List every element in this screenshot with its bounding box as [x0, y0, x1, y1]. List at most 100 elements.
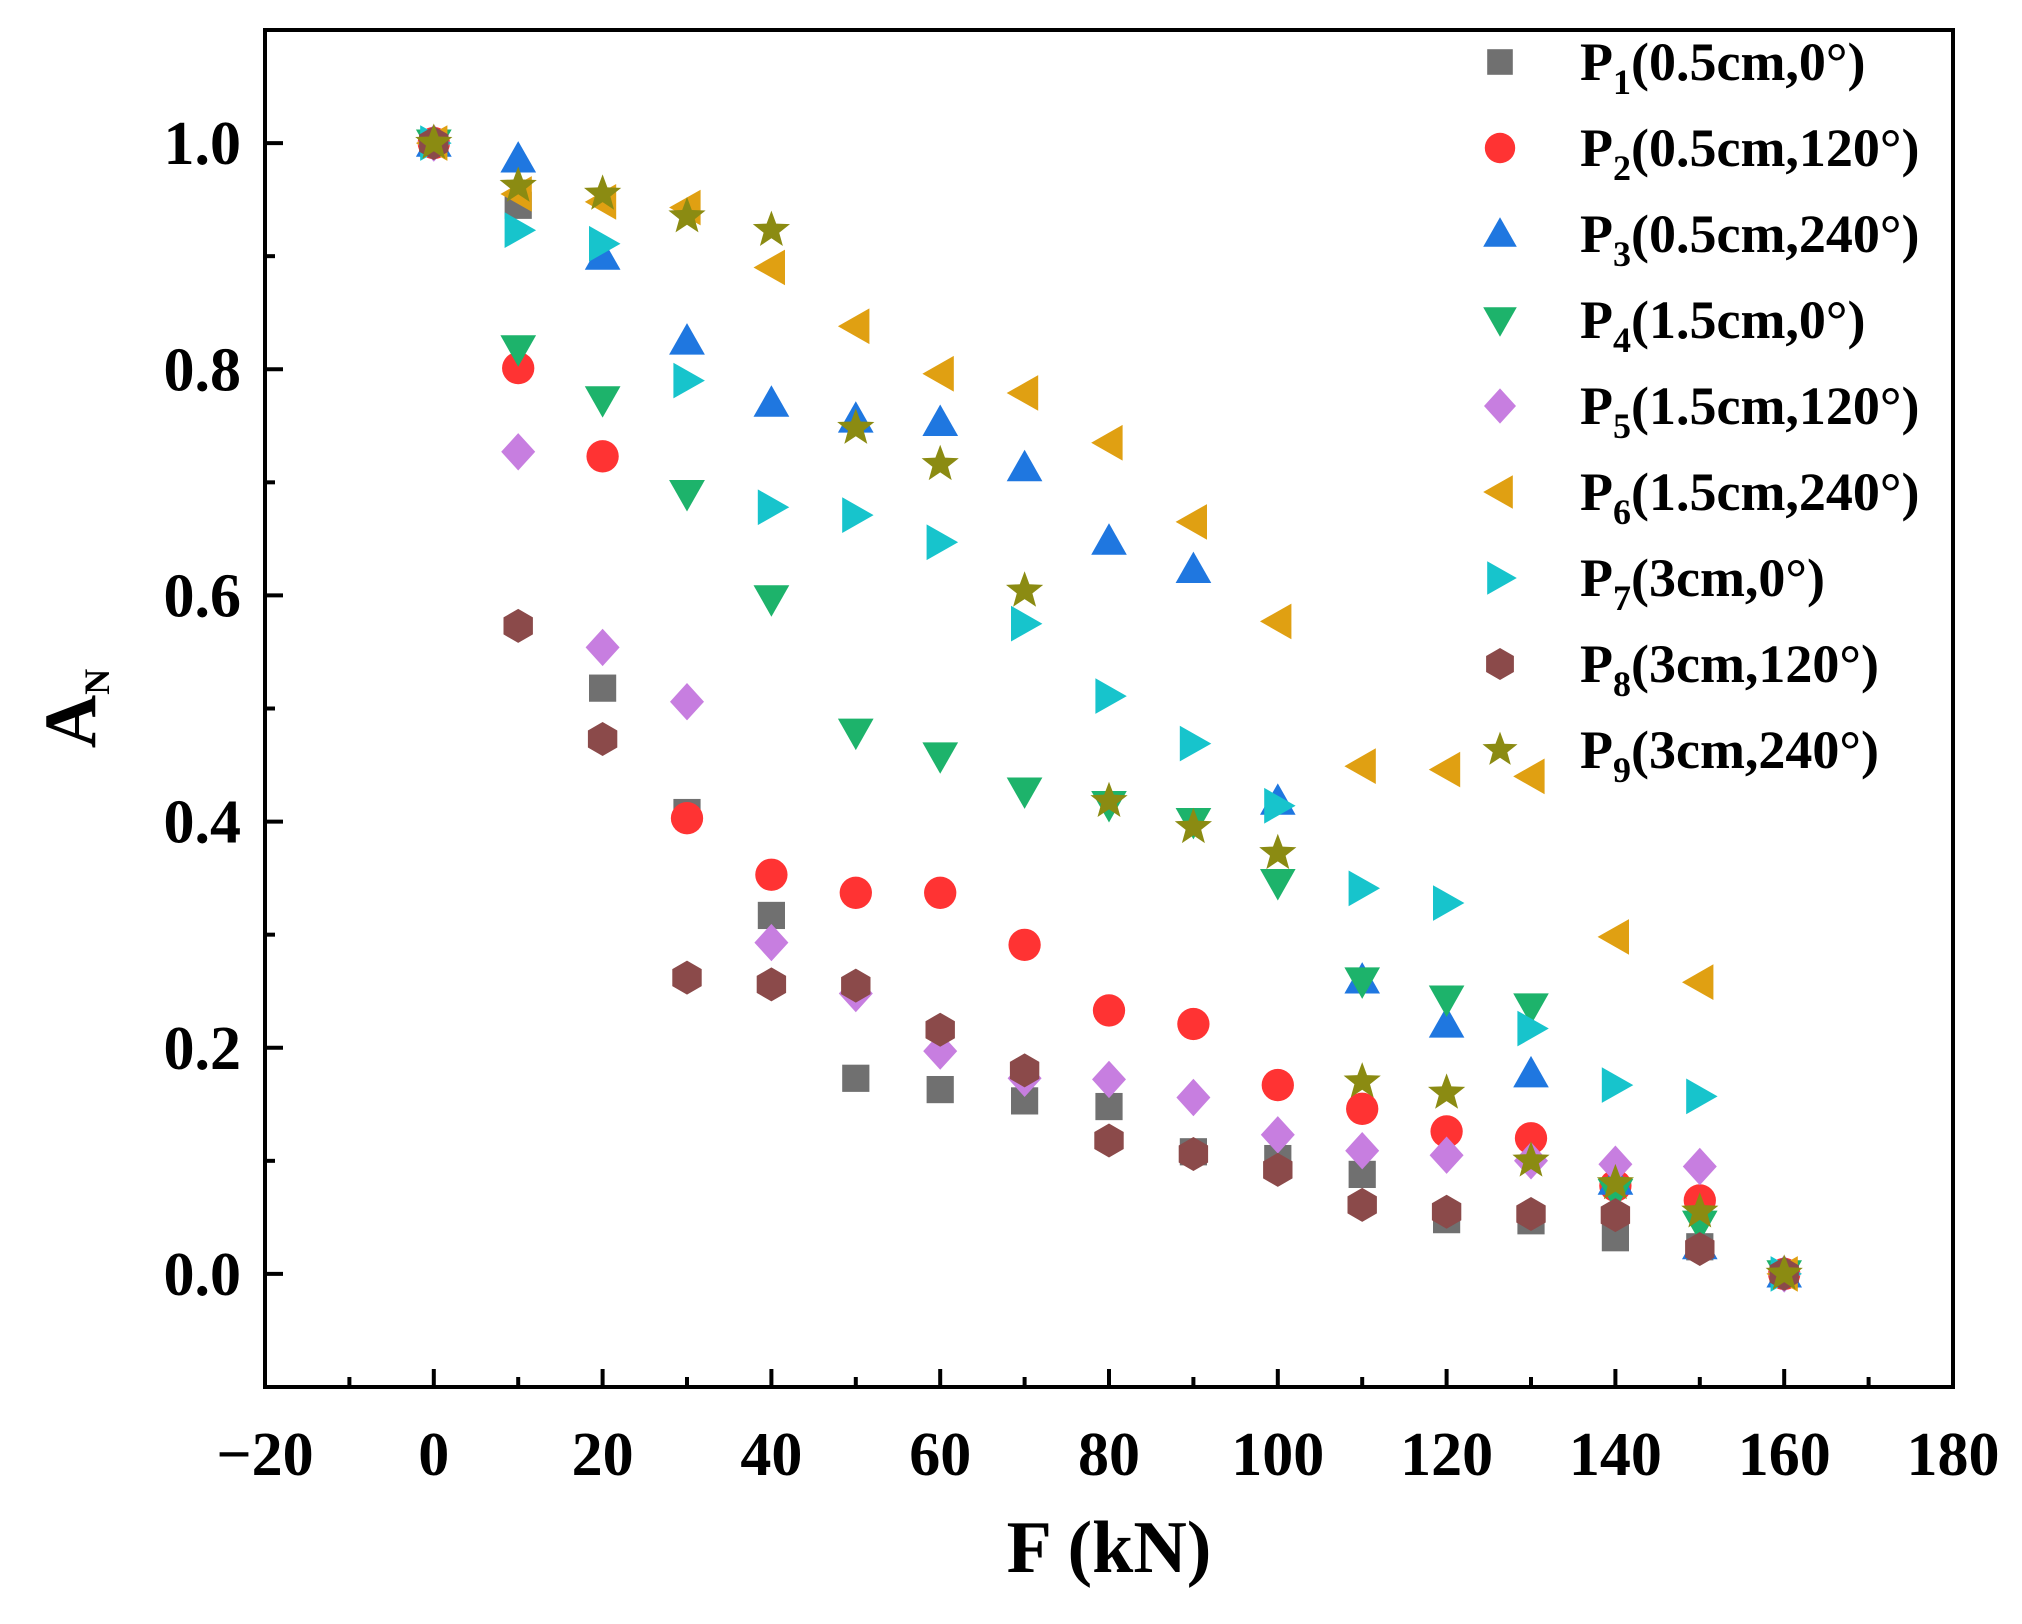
x-tick-label: 60 — [909, 1421, 971, 1489]
data-point — [841, 968, 871, 1003]
legend-label-sub: 1 — [1613, 62, 1631, 102]
data-point — [921, 444, 959, 481]
data-point — [1431, 1194, 1462, 1229]
legend-item: P2(0.5cm,120°) — [1484, 118, 1920, 188]
legend-label: P1(0.5cm,0°) — [1580, 32, 1866, 102]
data-point — [1179, 725, 1212, 762]
data-point — [668, 197, 706, 233]
data-point — [1601, 1067, 1634, 1103]
legend-label-main: P — [1580, 204, 1613, 264]
legend-label-main: P — [1580, 290, 1613, 350]
data-point — [1685, 1232, 1715, 1266]
data-point — [1514, 1122, 1548, 1155]
legend-label-main: P — [1580, 462, 1613, 522]
legend-item: P8(3cm,120°) — [1486, 634, 1879, 704]
data-point — [586, 440, 619, 473]
data-point — [504, 212, 537, 248]
data-point — [1008, 928, 1041, 961]
legend-label-rest: (1.5cm,0°) — [1631, 290, 1866, 350]
data-point — [926, 524, 959, 561]
legend-label-rest: (0.5cm,240°) — [1631, 204, 1920, 264]
legend-item: P3(0.5cm,240°) — [1483, 204, 1920, 274]
data-point — [1686, 1078, 1718, 1115]
legend-label-main: P — [1580, 548, 1613, 608]
data-point — [925, 1012, 955, 1047]
data-point — [673, 362, 705, 399]
data-point — [1006, 777, 1043, 809]
data-points — [415, 123, 1803, 1293]
legend-label-sub: 4 — [1613, 320, 1631, 360]
data-point — [839, 876, 872, 909]
data-point — [1259, 833, 1297, 870]
x-tick-label: −20 — [216, 1421, 313, 1489]
legend-marker — [1484, 388, 1516, 424]
data-point — [837, 718, 874, 751]
data-point — [1344, 967, 1380, 999]
data-point — [1174, 807, 1212, 844]
data-point — [1011, 605, 1043, 642]
data-point — [1597, 1178, 1634, 1211]
legend-label-sub: 9 — [1613, 750, 1631, 790]
data-point — [922, 355, 954, 392]
y-tick-label: 0.6 — [164, 562, 242, 630]
legend-label-rest: (3cm,120°) — [1631, 634, 1879, 694]
legend-marker — [1483, 307, 1517, 337]
y-tick-label: 0.0 — [164, 1241, 242, 1309]
data-point — [1347, 1187, 1377, 1222]
data-point — [1344, 748, 1376, 784]
legend-marker — [1482, 731, 1518, 765]
data-point — [1513, 1055, 1549, 1088]
data-point — [753, 385, 790, 417]
legend-label-main: P — [1580, 634, 1613, 694]
data-point — [1260, 869, 1296, 901]
y-tick-label: 0.8 — [164, 336, 242, 404]
data-point — [1176, 1078, 1211, 1117]
data-point — [1345, 1132, 1380, 1170]
legend-item: P1(0.5cm,0°) — [1487, 32, 1866, 102]
plot-frame — [263, 28, 1955, 1389]
legend-label: P8(3cm,120°) — [1580, 634, 1879, 704]
data-point — [1596, 1163, 1634, 1200]
data-point — [584, 386, 621, 418]
data-point — [1682, 964, 1714, 1000]
data-point — [500, 335, 537, 367]
data-point — [1178, 1137, 1209, 1171]
data-point — [1263, 1152, 1293, 1187]
data-point — [1348, 870, 1380, 907]
x-tick-label: 180 — [1907, 1421, 2000, 1489]
legend-label-rest: (3cm,0°) — [1631, 548, 1825, 608]
data-point — [1092, 994, 1126, 1027]
data-point — [755, 858, 788, 891]
legend-item: P4(1.5cm,0°) — [1483, 290, 1866, 360]
data-point — [756, 967, 787, 1002]
legend-label-rest: (0.5cm,0°) — [1631, 32, 1866, 92]
data-point — [499, 166, 537, 202]
data-point — [502, 351, 535, 385]
data-point — [585, 628, 620, 667]
legend-marker — [1484, 132, 1516, 164]
data-point — [1428, 751, 1461, 788]
legend-marker — [1486, 648, 1514, 680]
legend-label-sub: 3 — [1613, 234, 1631, 274]
data-point — [584, 174, 622, 210]
x-tick-label: 20 — [572, 1421, 634, 1489]
legend-label-sub: 7 — [1613, 578, 1631, 618]
legend-label: P2(0.5cm,120°) — [1580, 118, 1920, 188]
data-point — [1343, 1062, 1381, 1098]
data-point — [501, 433, 536, 471]
data-point — [1260, 603, 1292, 640]
data-point — [584, 238, 621, 270]
legend-label-main: P — [1580, 32, 1613, 92]
data-point — [1428, 1006, 1465, 1038]
data-point — [669, 480, 705, 512]
data-point — [1006, 449, 1043, 482]
data-point — [1091, 523, 1127, 555]
data-point — [1428, 985, 1465, 1017]
data-point — [1428, 1073, 1466, 1109]
data-point — [922, 404, 959, 436]
data-point — [1346, 1092, 1379, 1125]
legend-label: P6(1.5cm,240°) — [1580, 462, 1920, 532]
data-point — [1433, 885, 1465, 921]
data-point — [587, 722, 618, 756]
